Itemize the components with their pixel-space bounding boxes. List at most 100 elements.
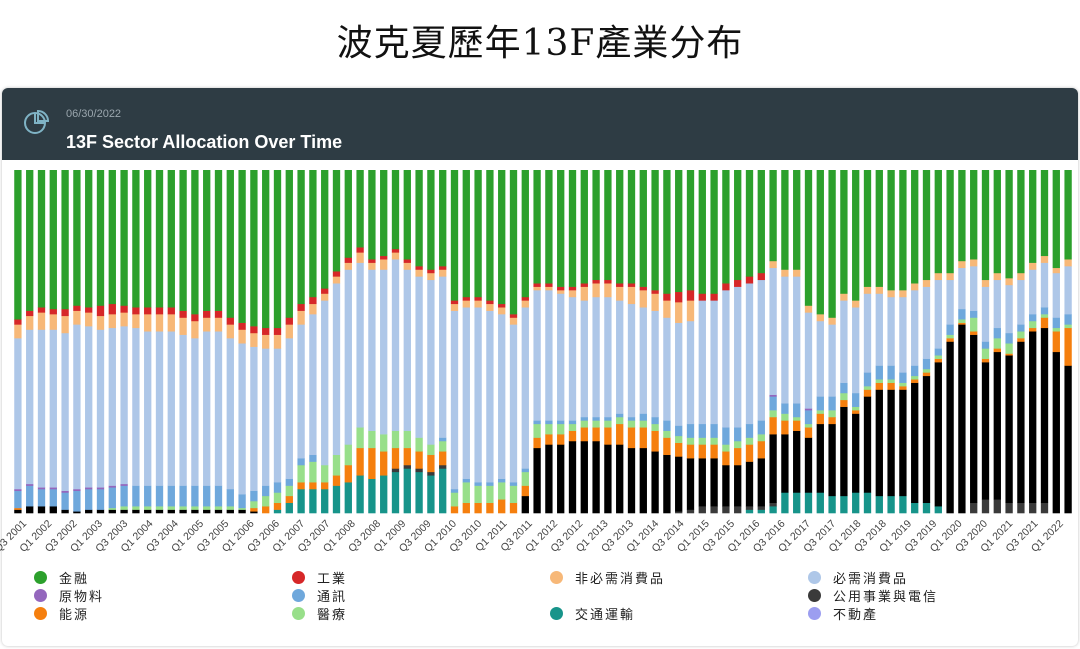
bar-segment-finance <box>297 170 305 305</box>
bar-segment-comm <box>191 485 199 507</box>
bar-segment-util <box>698 506 706 514</box>
bar-segment-disc <box>14 324 22 339</box>
bar-segment-tech <box>663 454 671 514</box>
bar-segment-industry <box>250 326 258 334</box>
bar-segment-energy <box>686 444 695 459</box>
bar-q3-2019 <box>863 170 872 514</box>
bar-q1-2022 <box>981 170 990 514</box>
bar-segment-comm <box>1064 314 1072 325</box>
bar-segment-finance <box>745 170 754 277</box>
bar-q2-2002 <box>49 170 57 514</box>
bar-segment-trans <box>828 495 836 514</box>
bar-segment-staples <box>203 331 211 486</box>
bar-segment-disc <box>639 290 647 308</box>
bar-segment-health <box>710 437 718 445</box>
bar-segment-health <box>144 506 152 510</box>
bar-q1-2018 <box>793 170 801 514</box>
bar-segment-health <box>344 444 352 466</box>
bar-segment-material <box>49 487 57 490</box>
bar-segment-finance <box>722 170 730 284</box>
bar-segment-health <box>981 348 990 359</box>
bar-segment-finance <box>403 170 411 260</box>
bar-segment-staples <box>167 331 175 486</box>
bar-segment-industry <box>155 307 164 315</box>
bar-segment-staples <box>604 296 612 418</box>
bar-segment-health <box>840 392 848 401</box>
bar-segment-disc <box>592 283 600 298</box>
bar-segment-comm <box>627 416 636 421</box>
bar-segment-staples <box>309 314 317 455</box>
bar-segment-comm <box>108 487 116 509</box>
bar-q2-2011 <box>474 170 482 514</box>
bar-segment-comm <box>37 488 46 507</box>
bar-segment-comm <box>828 396 836 411</box>
bar-segment-health <box>1040 314 1049 318</box>
bar-segment-trans <box>745 509 754 514</box>
bar-segment-finance <box>155 170 164 308</box>
bar-segment-staples <box>592 296 600 418</box>
bar-segment-health <box>946 334 954 339</box>
bar-segment-comm <box>250 490 258 502</box>
bar-segment-disc <box>557 290 565 294</box>
bar-segment-finance <box>49 170 57 310</box>
bar-segment-staples <box>686 320 695 425</box>
bar-segment-tech <box>191 509 199 514</box>
bar-segment-finance <box>120 170 128 306</box>
bar-segment-tech <box>970 334 978 504</box>
bar-segment-comm <box>1040 307 1049 315</box>
bar-segment-energy <box>439 451 447 466</box>
bar-segment-finance <box>474 170 482 298</box>
bar-segment-industry <box>757 272 765 281</box>
bar-q2-2009 <box>380 170 388 514</box>
bar-segment-staples <box>922 286 931 359</box>
bar-segment-disc <box>686 300 695 322</box>
bar-q4-2004 <box>167 170 175 514</box>
bar-segment-finance <box>734 170 742 281</box>
bar-segment-industry <box>262 327 270 335</box>
bar-segment-tech <box>887 389 895 497</box>
bar-segment-disc <box>568 290 577 298</box>
bar-segment-health <box>297 464 305 483</box>
bar-q1-2023 <box>1029 170 1037 514</box>
bar-segment-tech <box>1029 331 1037 504</box>
bar-segment-trans <box>344 482 352 514</box>
bar-segment-material <box>14 488 22 492</box>
bar-q4-2005 <box>214 170 223 514</box>
bar-segment-industry <box>297 303 305 311</box>
bar-segment-industry <box>61 308 69 317</box>
bar-segment-finance <box>757 170 765 274</box>
bar-segment-health <box>439 440 447 452</box>
bar-segment-health <box>875 379 883 383</box>
bar-segment-energy <box>639 427 647 449</box>
bar-segment-trans <box>427 475 435 514</box>
bar-segment-comm <box>887 365 895 380</box>
bar-segment-util <box>1040 502 1049 514</box>
bar-segment-tech <box>26 506 34 514</box>
bar-segment-industry <box>226 317 234 325</box>
bar-segment-disc <box>439 269 447 277</box>
bar-segment-energy <box>852 410 860 414</box>
bar-segment-finance <box>332 170 341 272</box>
bar-segment-disc <box>509 317 518 325</box>
bar-segment-disc <box>981 279 990 287</box>
bar-segment-trans <box>863 492 872 514</box>
bar-segment-energy <box>509 502 518 514</box>
bar-segment-comm <box>238 494 246 509</box>
bar-q1-2002 <box>37 170 46 514</box>
bar-segment-trans <box>793 492 801 514</box>
bar-segment-finance <box>840 170 848 294</box>
bar-segment-disc <box>403 262 411 270</box>
bar-segment-trans <box>781 492 789 514</box>
bar-segment-material <box>37 487 46 490</box>
bar-segment-disc <box>238 329 246 344</box>
bar-segment-disc <box>863 286 872 294</box>
bar-segment-industry <box>108 303 116 315</box>
bar-q3-2009 <box>391 170 400 514</box>
bar-segment-comm <box>663 420 671 431</box>
bar-segment-disc <box>616 286 624 301</box>
bar-segment-staples <box>899 296 907 373</box>
bar-segment-comm <box>757 420 765 435</box>
bar-segment-trans <box>403 468 411 514</box>
bar-segment-comm <box>899 372 907 383</box>
bar-segment-comm <box>26 485 34 507</box>
